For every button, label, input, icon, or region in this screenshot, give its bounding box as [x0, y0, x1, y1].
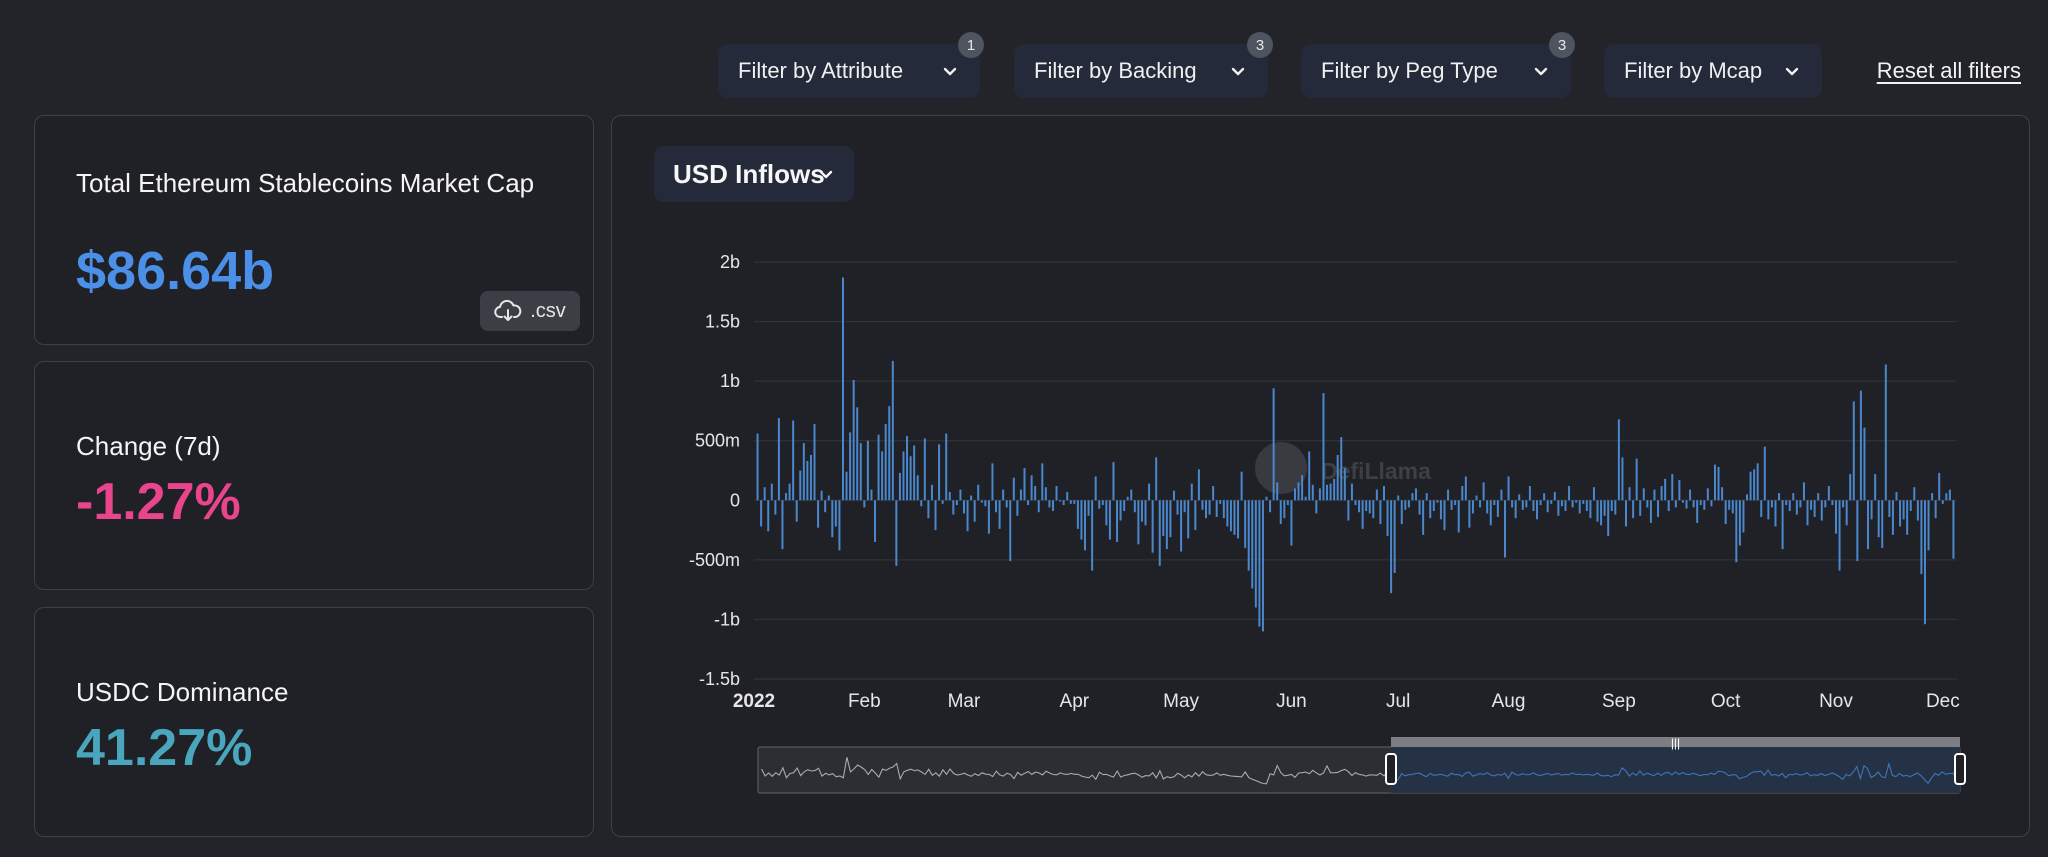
csv-label: .csv — [530, 299, 566, 322]
filter-backing-count-badge: 3 — [1247, 32, 1273, 58]
reset-filters-link[interactable]: Reset all filters — [1876, 58, 2021, 83]
filter-attribute-dropdown[interactable]: Filter by Attribute 1 — [718, 32, 984, 98]
usdc-dominance-label: USDC Dominance — [76, 677, 289, 707]
download-csv-button[interactable]: .csv — [480, 291, 580, 331]
filter-bar: Filter by Attribute 1 Filter by Backing … — [0, 32, 2048, 98]
chevron-down-icon — [1231, 67, 1245, 76]
chevron-down-icon — [819, 170, 833, 179]
filter-peg-type-count-badge: 3 — [1549, 32, 1575, 58]
usdc-dominance-value: 41.27% — [76, 719, 253, 777]
usdc-dominance-card: USDC Dominance 41.27% — [34, 607, 594, 837]
cloud-download-icon — [494, 299, 522, 321]
chevron-down-icon — [1534, 67, 1548, 76]
chevron-down-icon — [943, 67, 957, 76]
change-label: Change (7d) — [76, 431, 221, 461]
filter-backing-label: Filter by Backing — [1034, 58, 1197, 83]
change-card: Change (7d) -1.27% — [34, 361, 594, 590]
change-value: -1.27% — [76, 473, 241, 531]
filter-peg-type-label: Filter by Peg Type — [1321, 58, 1498, 83]
market-cap-value: $86.64b — [76, 241, 275, 301]
chevron-down-icon — [1785, 67, 1799, 76]
filter-peg-type-dropdown[interactable]: Filter by Peg Type 3 — [1301, 32, 1575, 98]
filter-backing-dropdown[interactable]: Filter by Backing 3 — [1014, 32, 1273, 98]
market-cap-label: Total Ethereum Stablecoins Market Cap — [76, 168, 535, 198]
chart-panel: USD Inflows — [611, 115, 2030, 837]
market-cap-card: Total Ethereum Stablecoins Market Cap $8… — [34, 115, 594, 345]
filter-mcap-label: Filter by Mcap — [1624, 58, 1763, 83]
filter-mcap-dropdown[interactable]: Filter by Mcap — [1604, 44, 1822, 98]
chart-type-dropdown[interactable]: USD Inflows — [654, 146, 854, 202]
filter-attribute-count-badge: 1 — [958, 32, 984, 58]
filter-attribute-label: Filter by Attribute — [738, 58, 904, 83]
chart-type-label: USD Inflows — [673, 158, 825, 189]
